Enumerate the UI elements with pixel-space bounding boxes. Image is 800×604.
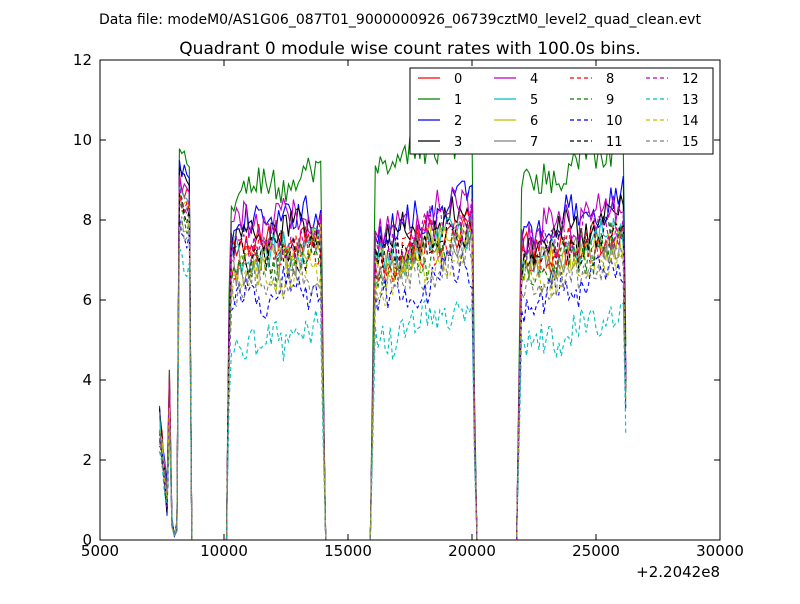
legend-label-8: 8 (606, 72, 614, 87)
legend-label-5: 5 (530, 93, 538, 108)
legend-label-11: 11 (606, 135, 623, 150)
legend-label-10: 10 (606, 114, 623, 129)
x-tick-label: 15000 (324, 542, 372, 560)
series-line-13 (158, 247, 627, 540)
x-tick-label: 30000 (696, 542, 744, 560)
y-tick-label: 6 (82, 291, 92, 309)
series-line-3 (158, 167, 627, 540)
series-line-1 (158, 108, 627, 540)
legend-label-7: 7 (530, 135, 538, 150)
y-tick-label: 10 (73, 131, 92, 149)
x-tick-label: 20000 (448, 542, 496, 560)
x-offset-label: +2.2042e8 (636, 563, 720, 581)
series-line-7 (159, 198, 627, 540)
legend-label-1: 1 (454, 93, 462, 108)
legend-label-12: 12 (682, 72, 699, 87)
legend-label-0: 0 (454, 72, 462, 87)
series-line-14 (158, 218, 627, 540)
legend-label-2: 2 (454, 114, 462, 129)
y-tick-label: 2 (82, 451, 92, 469)
series-line-4 (158, 175, 627, 540)
legend-label-13: 13 (682, 93, 699, 108)
y-tick-label: 12 (73, 51, 92, 69)
y-tick-label: 4 (82, 371, 92, 389)
x-tick-label: 25000 (572, 542, 620, 560)
legend-label-4: 4 (530, 72, 538, 87)
legend-box (409, 67, 714, 155)
series-layer (158, 108, 627, 540)
x-tick-label: 5000 (81, 542, 119, 560)
x-tick-label: 10000 (200, 542, 248, 560)
legend-label-14: 14 (682, 114, 699, 129)
legend-label-9: 9 (606, 93, 614, 108)
series-line-10 (159, 217, 627, 540)
legend-label-15: 15 (682, 135, 699, 150)
x-axis: 5000 10000 15000 20000 25000 30000 (81, 60, 744, 560)
y-tick-label: 0 (82, 531, 92, 549)
data-file-header: Data file: modeM0/AS1G06_087T01_90000009… (99, 12, 701, 28)
y-tick-label: 8 (82, 211, 92, 229)
chart-title: Quadrant 0 module wise count rates with … (179, 39, 640, 59)
legend-label-3: 3 (454, 135, 462, 150)
series-line-11 (158, 192, 627, 540)
legend-label-6: 6 (530, 114, 538, 129)
series-line-2 (158, 160, 627, 540)
series-line-9 (158, 201, 627, 540)
